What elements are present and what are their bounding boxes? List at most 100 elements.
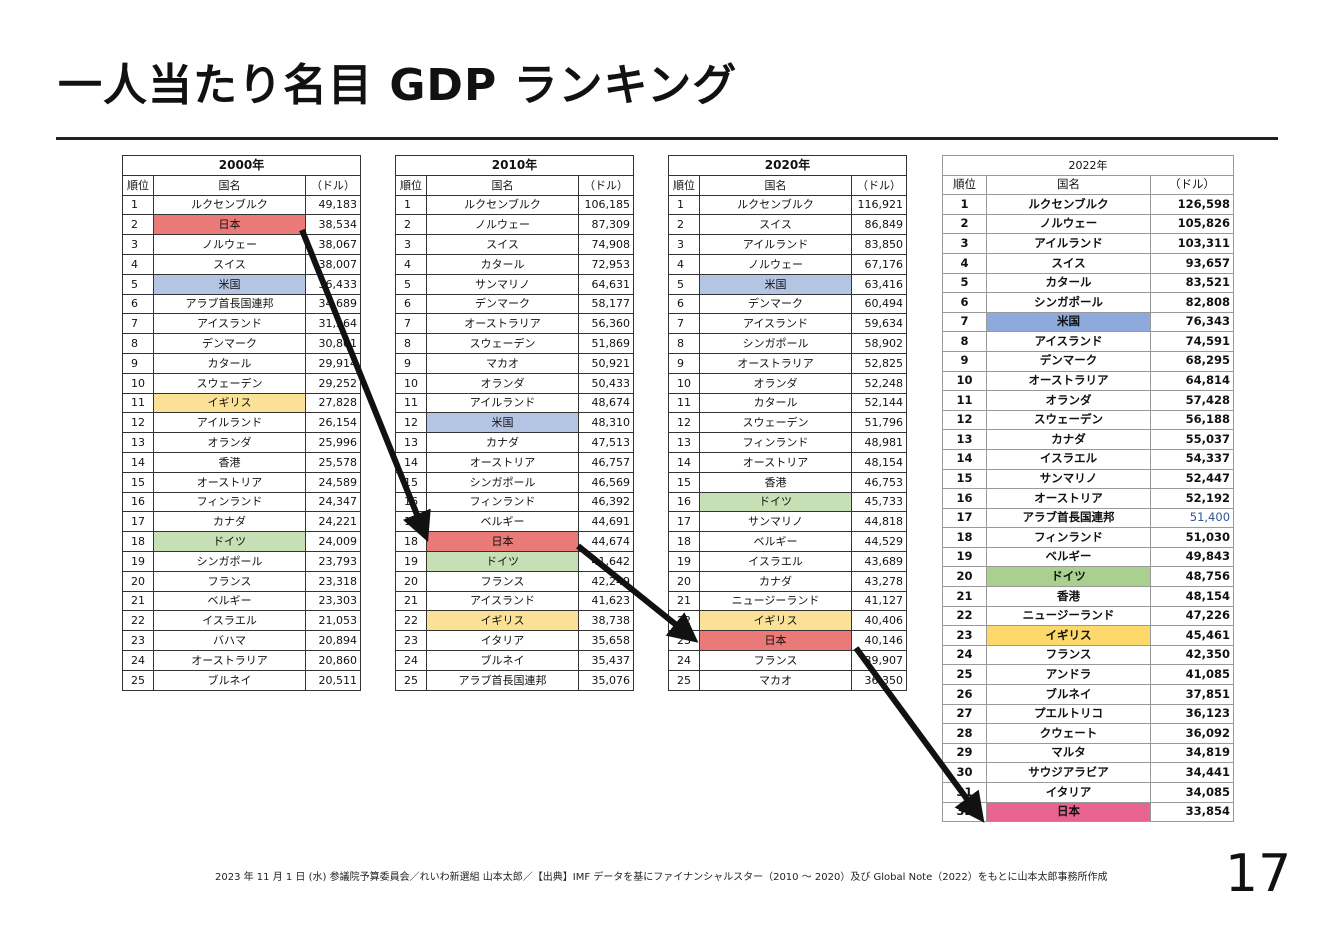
country-cell: フランス <box>153 570 306 592</box>
rank-cell: 7 <box>122 313 154 335</box>
value-cell: 44,674 <box>578 531 634 552</box>
country-cell: オーストラリア <box>426 313 579 335</box>
table-row: 16 フィンランド 46,392 <box>395 491 634 513</box>
rank-cell: 19 <box>395 550 427 572</box>
country-cell: ドイツ <box>699 491 852 513</box>
table-row: 17 サンマリノ 44,818 <box>668 511 907 533</box>
table-row: 10 オーストラリア 64,814 <box>942 370 1235 392</box>
rank-cell: 18 <box>668 531 700 552</box>
rank-cell: 23 <box>668 630 700 651</box>
country-cell: ブルネイ <box>153 669 306 691</box>
table-row: 8 スウェーデン 51,869 <box>395 333 634 354</box>
country-cell: スイス <box>986 252 1151 274</box>
country-cell: 日本 <box>426 531 579 552</box>
country-cell: イスラエル <box>986 448 1151 470</box>
rank-cell: 15 <box>395 471 427 493</box>
table-row: 15 オーストリア 24,589 <box>122 471 361 493</box>
country-cell: クウェート <box>986 723 1151 744</box>
rank-cell: 24 <box>122 649 154 671</box>
value-cell: 42,350 <box>1149 644 1235 666</box>
rank-cell: 16 <box>122 491 154 513</box>
table-row: 13 フィンランド 48,981 <box>668 432 907 453</box>
rank-cell: 3 <box>942 233 987 254</box>
rank-column-header: 順位 <box>668 174 700 196</box>
country-cell: シンガポール <box>426 471 579 493</box>
value-cell: 37,851 <box>1149 684 1235 705</box>
value-cell: 41,623 <box>578 590 634 612</box>
table-row: 1 ルクセンブルク 126,598 <box>942 194 1235 215</box>
table-row: 16 オーストリア 52,192 <box>942 488 1235 509</box>
country-cell: オランダ <box>426 372 579 394</box>
value-cell: 76,343 <box>1149 311 1235 333</box>
table-row: 32 日本 33,854 <box>942 801 1235 823</box>
country-cell: カタール <box>153 352 306 374</box>
rank-cell: 15 <box>122 471 154 493</box>
country-column-header: 国名 <box>153 174 306 196</box>
value-cell: 74,591 <box>1149 331 1235 352</box>
value-cell: 126,598 <box>1149 194 1235 215</box>
value-cell: 48,154 <box>1149 586 1235 607</box>
country-cell: ルクセンブルク <box>986 194 1151 215</box>
value-cell: 42,249 <box>578 570 634 592</box>
country-cell: アラブ首長国連邦 <box>153 293 306 315</box>
value-cell: 103,311 <box>1149 233 1235 254</box>
rank-cell: 4 <box>942 252 987 274</box>
value-cell: 35,437 <box>578 649 634 671</box>
table-row: 4 カタール 72,953 <box>395 253 634 275</box>
rank-cell: 2 <box>942 213 987 235</box>
country-cell: フランス <box>699 649 852 671</box>
value-cell: 72,953 <box>578 253 634 275</box>
table-row: 12 スウェーデン 56,188 <box>942 409 1235 431</box>
value-cell: 64,814 <box>1149 370 1235 392</box>
table-row: 10 スウェーデン 29,252 <box>122 372 361 394</box>
rank-cell: 16 <box>668 491 700 513</box>
table-row: 25 ブルネイ 20,511 <box>122 669 361 691</box>
country-cell: 日本 <box>699 630 852 651</box>
rank-cell: 3 <box>668 234 700 255</box>
country-cell: オランダ <box>986 390 1151 411</box>
table-row: 8 アイスランド 74,591 <box>942 331 1235 352</box>
value-cell: 21,053 <box>305 610 361 632</box>
country-cell: スウェーデン <box>426 333 579 354</box>
rank-cell: 24 <box>395 649 427 671</box>
country-cell: ルクセンブルク <box>153 194 306 216</box>
country-cell: オーストリア <box>426 451 579 473</box>
rank-cell: 3 <box>122 234 154 255</box>
rank-cell: 10 <box>122 372 154 394</box>
value-cell: 48,981 <box>851 432 907 453</box>
value-cell: 64,631 <box>578 273 634 295</box>
rank-cell: 15 <box>668 471 700 493</box>
country-cell: アイスランド <box>153 313 306 335</box>
value-cell: 105,826 <box>1149 213 1235 235</box>
value-cell: 56,188 <box>1149 409 1235 431</box>
value-cell: 60,494 <box>851 293 907 315</box>
table-row: 5 サンマリノ 64,631 <box>395 273 634 295</box>
table-row: 13 カナダ 47,513 <box>395 432 634 453</box>
value-cell: 48,756 <box>1149 566 1235 588</box>
country-cell: ルクセンブルク <box>426 194 579 216</box>
rank-cell: 5 <box>122 273 154 295</box>
rank-cell: 27 <box>942 703 987 725</box>
country-cell: ノルウェー <box>699 253 852 275</box>
rank-column-header: 順位 <box>942 174 987 196</box>
rank-cell: 7 <box>395 313 427 335</box>
country-cell: マルタ <box>986 742 1151 764</box>
value-cell: 40,406 <box>851 610 907 632</box>
value-cell: 24,589 <box>305 471 361 493</box>
country-cell: アラブ首長国連邦 <box>426 669 579 691</box>
value-cell: 24,347 <box>305 491 361 513</box>
table-row: 4 スイス 93,657 <box>942 252 1235 274</box>
value-column-header: （ドル） <box>1149 174 1235 196</box>
rank-cell: 1 <box>395 194 427 216</box>
rank-cell: 1 <box>122 194 154 216</box>
value-cell: 20,894 <box>305 630 361 651</box>
value-cell: 29,252 <box>305 372 361 394</box>
country-cell: デンマーク <box>986 350 1151 372</box>
value-cell: 46,753 <box>851 471 907 493</box>
table-row: 9 オーストラリア 52,825 <box>668 352 907 374</box>
country-column-header: 国名 <box>426 174 579 196</box>
table-row: 1 ルクセンブルク 116,921 <box>668 194 907 216</box>
value-cell: 50,921 <box>578 352 634 374</box>
rank-cell: 12 <box>122 412 154 434</box>
rank-cell: 11 <box>942 390 987 411</box>
